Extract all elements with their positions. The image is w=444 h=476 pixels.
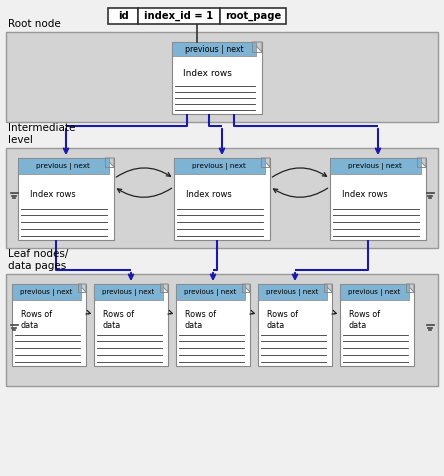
Bar: [94, 284, 168, 366]
Bar: [330, 158, 420, 174]
Text: index_id = 1: index_id = 1: [144, 11, 214, 21]
Polygon shape: [324, 284, 332, 292]
Bar: [258, 284, 332, 366]
Text: Rows of
data: Rows of data: [21, 310, 52, 330]
Bar: [176, 284, 250, 366]
Polygon shape: [324, 284, 332, 292]
Polygon shape: [160, 284, 168, 292]
Bar: [18, 158, 109, 174]
Polygon shape: [417, 158, 426, 167]
Bar: [330, 158, 426, 240]
Polygon shape: [242, 284, 250, 292]
Polygon shape: [78, 284, 86, 292]
Polygon shape: [160, 284, 168, 292]
Polygon shape: [406, 284, 414, 292]
Polygon shape: [105, 158, 114, 167]
Text: root_page: root_page: [225, 11, 281, 21]
Bar: [340, 284, 409, 300]
Bar: [174, 158, 270, 240]
Bar: [18, 158, 114, 240]
Text: previous | next: previous | next: [349, 163, 402, 170]
Text: previous | next: previous | next: [266, 289, 319, 296]
Text: Index rows: Index rows: [341, 189, 387, 198]
Text: previous | next: previous | next: [36, 163, 90, 170]
Text: Index rows: Index rows: [183, 69, 232, 78]
Bar: [172, 42, 262, 114]
Bar: [12, 284, 86, 366]
Bar: [340, 284, 414, 366]
Bar: [220, 8, 286, 24]
Text: Leaf nodes/
data pages: Leaf nodes/ data pages: [8, 249, 68, 271]
Bar: [6, 274, 438, 386]
Polygon shape: [406, 284, 414, 292]
Polygon shape: [261, 158, 270, 167]
Text: previous | next: previous | next: [184, 289, 237, 296]
Text: Rows of
data: Rows of data: [267, 310, 298, 330]
Text: Index rows: Index rows: [29, 189, 75, 198]
Bar: [174, 158, 265, 174]
Text: Rows of
data: Rows of data: [349, 310, 380, 330]
Bar: [172, 42, 256, 56]
Polygon shape: [417, 158, 426, 167]
Polygon shape: [252, 42, 262, 52]
Text: previous | next: previous | next: [192, 163, 246, 170]
Bar: [6, 32, 438, 122]
Text: Rows of
data: Rows of data: [185, 310, 216, 330]
Text: Rows of
data: Rows of data: [103, 310, 134, 330]
Bar: [176, 284, 245, 300]
Bar: [108, 8, 138, 24]
Text: id: id: [118, 11, 128, 21]
Text: previous | next: previous | next: [103, 289, 155, 296]
Polygon shape: [261, 158, 270, 167]
Polygon shape: [78, 284, 86, 292]
Polygon shape: [252, 42, 262, 52]
Bar: [6, 148, 438, 248]
Text: previous | next: previous | next: [20, 289, 73, 296]
Text: Index rows: Index rows: [186, 189, 231, 198]
Polygon shape: [242, 284, 250, 292]
Text: Root node: Root node: [8, 19, 61, 29]
Bar: [94, 284, 163, 300]
Polygon shape: [105, 158, 114, 167]
Bar: [258, 284, 327, 300]
Text: previous | next: previous | next: [349, 289, 401, 296]
Bar: [12, 284, 81, 300]
Text: Intermediate
level: Intermediate level: [8, 123, 75, 145]
Bar: [138, 8, 220, 24]
Text: previous | next: previous | next: [185, 45, 243, 54]
